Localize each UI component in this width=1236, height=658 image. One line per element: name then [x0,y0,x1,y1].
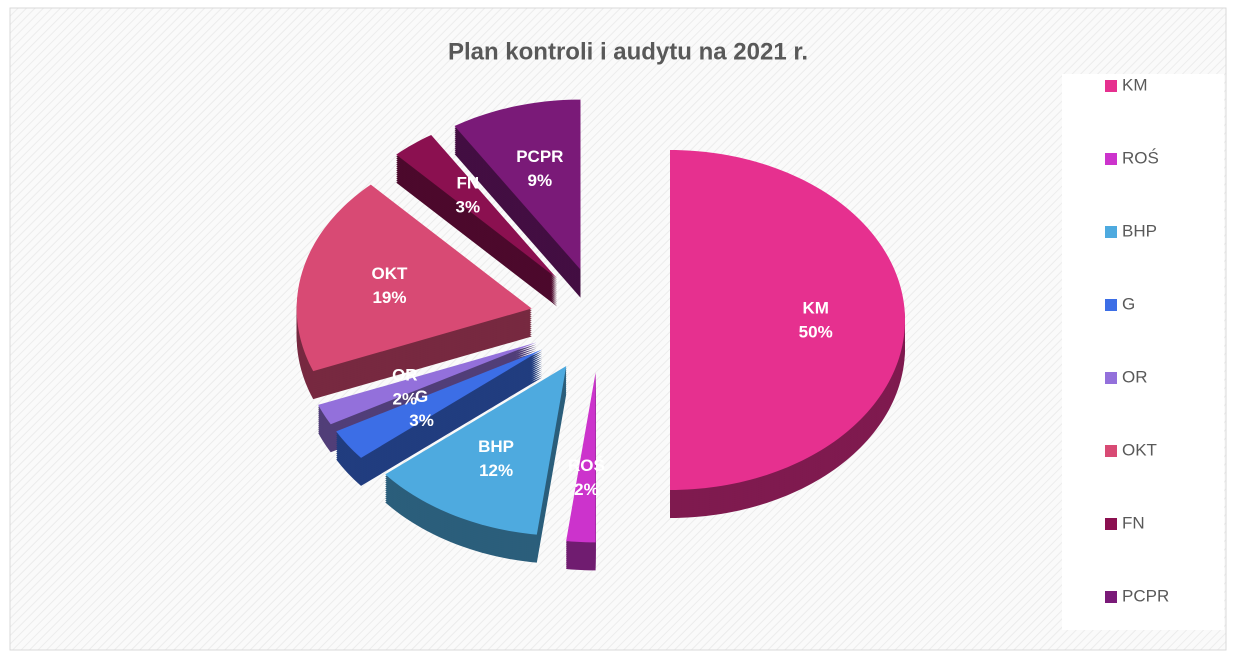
legend-label: KM [1122,75,1148,94]
data-label-name: KM [802,298,828,317]
legend: KM ROŚ BHP G OR OKT FN PCPR [1105,75,1169,605]
pie: KM 50% ROŚ 2% BHP 12% G 3% OR 2% OKT 19% FN 3% PCPR 9% [296,99,905,571]
data-label-value: 2% [574,480,599,499]
data-label-name: FN [456,174,479,193]
slice [385,366,567,535]
data-label-value: 2% [393,390,418,409]
legend-label: OR [1122,367,1148,386]
legend-label: BHP [1122,221,1157,240]
legend-swatch [1105,153,1117,165]
slice [336,349,543,458]
legend-label: PCPR [1122,586,1169,605]
legend-swatch [1105,226,1117,238]
slice [566,372,596,543]
legend-label: ROŚ [1122,148,1159,167]
chart-area [9,7,1227,651]
data-label-value: 3% [456,198,481,217]
legend-label: FN [1122,513,1145,532]
data-label-name: PCPR [516,147,563,166]
data-label-name: G [415,387,428,406]
slice [396,134,558,279]
legend-swatch [1105,591,1117,603]
data-label-name: ROŚ [568,456,605,475]
legend-box [1062,74,1224,630]
legend-swatch [1105,445,1117,457]
slice [670,150,905,490]
chart-title: Plan kontroli i audytu na 2021 r. [448,38,808,65]
legend-swatch [1105,80,1117,92]
data-label-value: 9% [528,171,553,190]
data-label-value: 3% [409,411,434,430]
slice [454,99,581,270]
data-label-name: OR [392,366,418,385]
slice [296,184,532,372]
data-label-value: 19% [372,288,406,307]
data-label-value: 50% [799,322,833,341]
slice [318,342,537,425]
data-label-name: BHP [478,437,514,456]
legend-label: G [1122,294,1135,313]
legend-swatch [1105,372,1117,384]
legend-label: OKT [1122,440,1157,459]
legend-swatch [1105,299,1117,311]
data-label-value: 12% [479,461,513,480]
data-label-name: OKT [372,264,409,283]
legend-swatch [1105,518,1117,530]
